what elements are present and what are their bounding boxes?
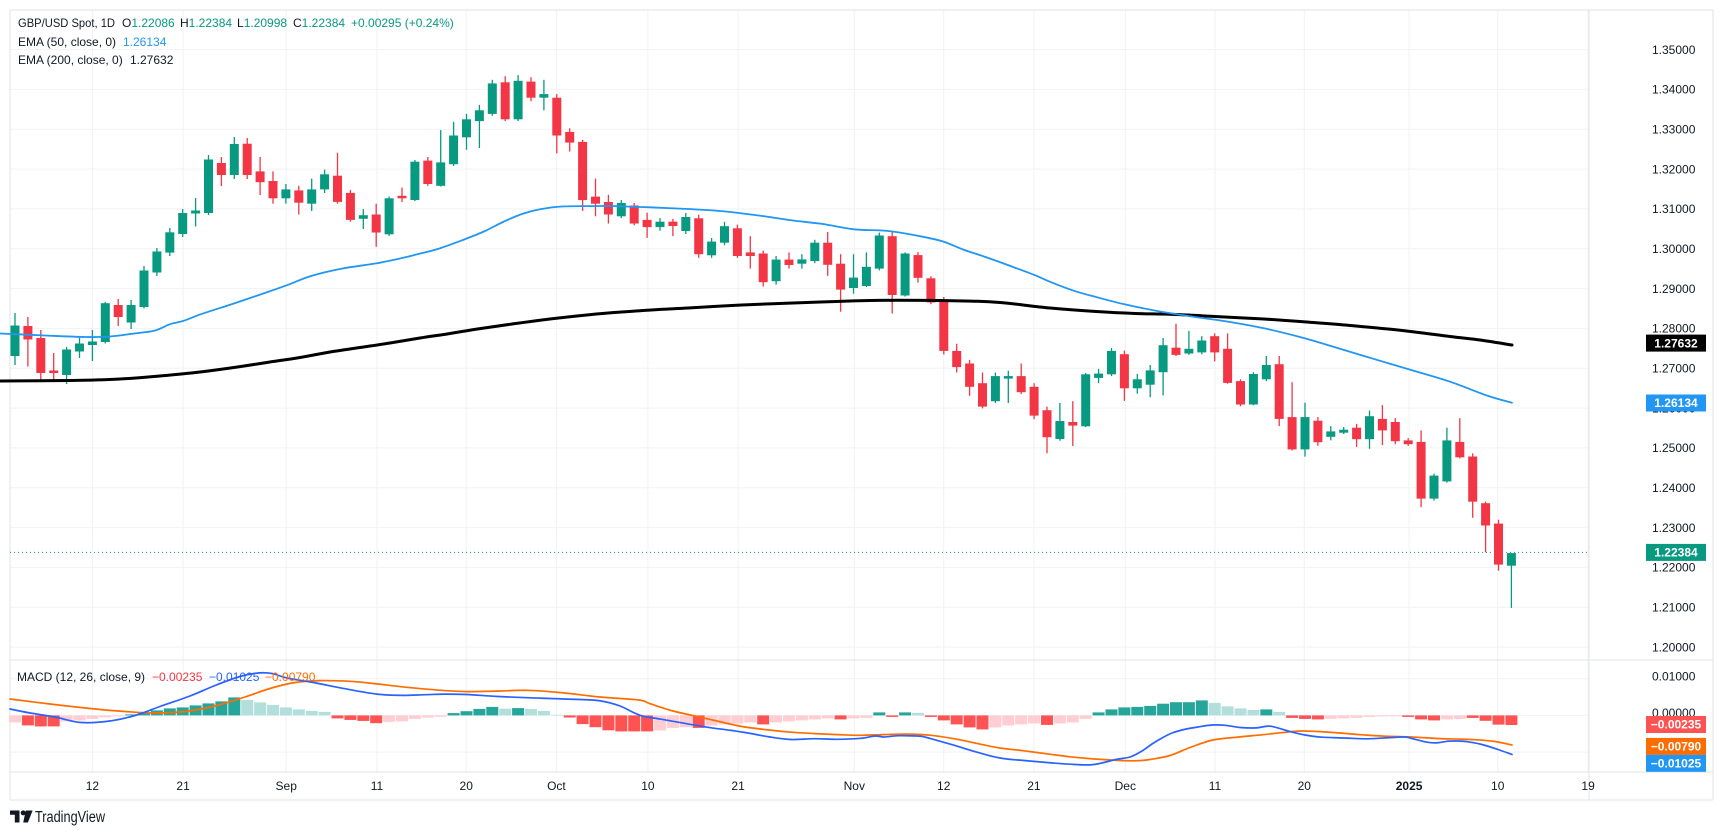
svg-text:1.27632: 1.27632	[130, 53, 174, 67]
svg-text:−0.00235: −0.00235	[1651, 718, 1702, 732]
svg-text:1.22384: 1.22384	[1654, 546, 1698, 560]
svg-text:1.33000: 1.33000	[1652, 123, 1696, 137]
svg-text:1.23000: 1.23000	[1652, 521, 1696, 535]
svg-text:O1.22086: O1.22086	[122, 16, 175, 30]
svg-text:11: 11	[371, 779, 384, 793]
svg-text:Oct: Oct	[547, 779, 566, 793]
svg-text:12: 12	[86, 779, 100, 793]
svg-text:1.31000: 1.31000	[1652, 202, 1696, 216]
svg-text:1.24000: 1.24000	[1652, 481, 1696, 495]
svg-text:EMA (50, close, 0): EMA (50, close, 0)	[18, 35, 116, 49]
svg-text:0.01000: 0.01000	[1652, 670, 1696, 684]
svg-text:Sep: Sep	[276, 779, 298, 793]
svg-text:H1.22384: H1.22384	[180, 16, 232, 30]
svg-text:1.22000: 1.22000	[1652, 561, 1696, 575]
svg-text:12: 12	[937, 779, 951, 793]
svg-text:20: 20	[460, 779, 474, 793]
svg-text:1.29000: 1.29000	[1652, 282, 1696, 296]
svg-text:−0.00790: −0.00790	[1651, 740, 1702, 754]
svg-text:1.27632: 1.27632	[1654, 336, 1698, 350]
svg-text:1.20000: 1.20000	[1652, 640, 1696, 654]
svg-text:MACD (12, 26, close, 9): MACD (12, 26, close, 9)	[17, 670, 145, 684]
svg-text:+0.00295 (+0.24%): +0.00295 (+0.24%)	[351, 16, 454, 30]
svg-text:Dec: Dec	[1115, 779, 1136, 793]
svg-text:1.30000: 1.30000	[1652, 242, 1696, 256]
svg-text:2025: 2025	[1396, 779, 1423, 793]
svg-text:10: 10	[641, 779, 655, 793]
svg-text:GBP/USD Spot, 1D: GBP/USD Spot, 1D	[18, 16, 115, 30]
svg-text:21: 21	[731, 779, 745, 793]
svg-text:21: 21	[1027, 779, 1041, 793]
svg-text:L1.20998: L1.20998	[237, 16, 287, 30]
svg-text:20: 20	[1298, 779, 1312, 793]
svg-text:1.35000: 1.35000	[1652, 43, 1696, 57]
svg-text:−0.01025: −0.01025	[1651, 757, 1702, 771]
svg-text:−0.01025: −0.01025	[209, 670, 260, 684]
svg-text:10: 10	[1491, 779, 1505, 793]
svg-text:TradingView: TradingView	[35, 809, 106, 826]
svg-text:EMA (200, close, 0): EMA (200, close, 0)	[18, 53, 123, 67]
svg-text:1.34000: 1.34000	[1652, 83, 1696, 97]
svg-text:1.26134: 1.26134	[123, 35, 167, 49]
svg-text:C1.22384: C1.22384	[293, 16, 345, 30]
svg-text:11: 11	[1209, 779, 1222, 793]
svg-text:−0.00790: −0.00790	[265, 670, 316, 684]
svg-text:1.27000: 1.27000	[1652, 361, 1696, 375]
svg-text:1.21000: 1.21000	[1652, 600, 1696, 614]
svg-text:Nov: Nov	[844, 779, 865, 793]
svg-text:−0.00235: −0.00235	[152, 670, 203, 684]
svg-text:1.25000: 1.25000	[1652, 441, 1696, 455]
svg-text:19: 19	[1581, 779, 1595, 793]
svg-text:1.26134: 1.26134	[1654, 396, 1698, 410]
svg-text:21: 21	[176, 779, 190, 793]
svg-text:1.28000: 1.28000	[1652, 322, 1696, 336]
svg-text:1.32000: 1.32000	[1652, 162, 1696, 176]
